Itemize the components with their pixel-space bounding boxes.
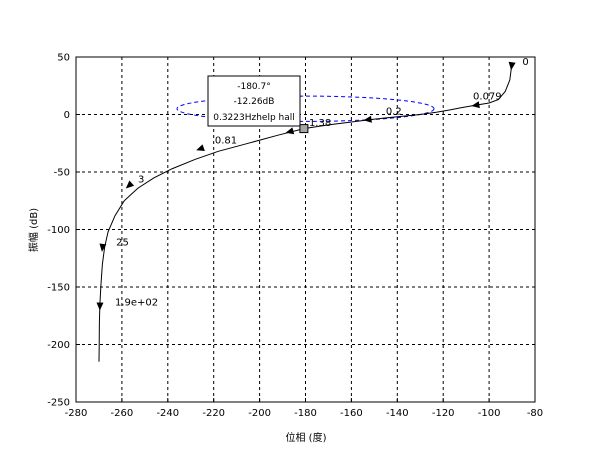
- y-axis-title: 振幅 (dB): [27, 208, 40, 252]
- x-tick-label: -80: [527, 408, 543, 419]
- x-tick-label: -200: [248, 408, 271, 419]
- direction-arrow: [196, 144, 205, 151]
- direction-arrow: [99, 243, 107, 252]
- direction-arrow: [285, 127, 295, 135]
- direction-arrow: [471, 101, 480, 109]
- y-tick-label: -250: [47, 398, 70, 409]
- gridlines: [76, 57, 535, 402]
- datatip-frame: [207, 75, 301, 127]
- datatip-frequency: 0.3223Hzhelp hall: [213, 113, 295, 123]
- frequency-label: 0.2: [386, 107, 402, 118]
- frequency-label: 1.9e+02: [115, 297, 158, 308]
- datatip-marker: [299, 124, 309, 134]
- x-tick-label: -140: [386, 408, 409, 419]
- x-tick-label: -260: [111, 408, 134, 419]
- direction-arrow: [125, 180, 135, 189]
- direction-arrows: [96, 61, 516, 311]
- x-axis-title: 位相 (度): [286, 431, 327, 444]
- y-tick-label: -200: [47, 340, 70, 351]
- datatip-phase: -180.7°: [237, 82, 271, 92]
- x-tick-label: -180: [294, 408, 317, 419]
- direction-arrow: [363, 115, 372, 123]
- frequency-labels: 0 0.079 0.2 1.38 0.81 3 25 1.9e+02: [115, 57, 529, 308]
- frequency-label: 1.38: [309, 118, 331, 129]
- frequency-label: 0.079: [473, 92, 502, 103]
- frequency-label: 25: [116, 238, 129, 249]
- datatip-marker-group: [299, 124, 309, 134]
- direction-arrow: [508, 61, 516, 71]
- margin-ellipse-path: [176, 95, 435, 122]
- axis-ticks: -280 -260 -240 -220 -200 -180 -160 -140 -120 -100…: [47, 53, 543, 420]
- datatip-magnitude: -12.26dB: [234, 97, 275, 107]
- y-tick-label: -150: [47, 283, 70, 294]
- y-tick-label: 0: [64, 110, 70, 121]
- x-tick-label: -100: [478, 408, 501, 419]
- x-tick-label: -160: [340, 408, 363, 419]
- direction-arrow: [96, 302, 104, 311]
- frequency-label: 3: [138, 174, 144, 185]
- y-tick-label: 50: [57, 53, 70, 64]
- x-tick-label: -120: [432, 408, 455, 419]
- frequency-label: 0.81: [215, 135, 237, 146]
- frequency-label: 0: [522, 57, 528, 68]
- x-tick-label: -220: [202, 408, 225, 419]
- datatip-box[interactable]: -180.7° -12.26dB 0.3223Hzhelp hall: [207, 75, 301, 127]
- y-tick-label: -100: [47, 225, 70, 236]
- x-tick-label: -280: [65, 408, 88, 419]
- margin-ellipse: [176, 95, 435, 122]
- x-tick-label: -240: [156, 408, 179, 419]
- y-tick-label: -50: [54, 168, 70, 179]
